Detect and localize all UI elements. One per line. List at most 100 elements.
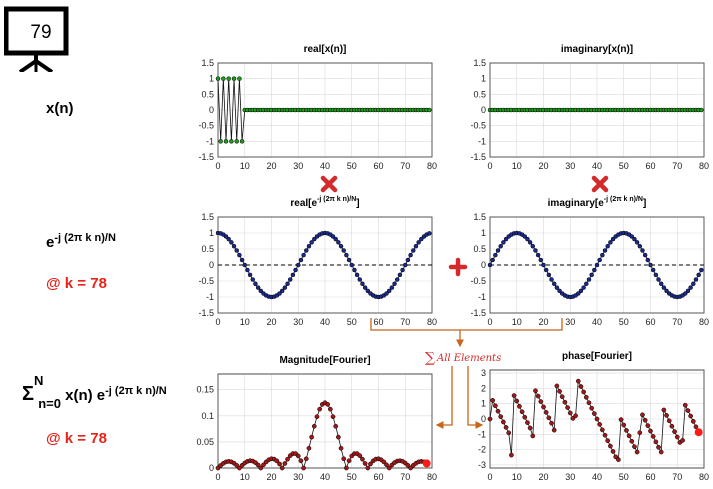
data-point: [239, 139, 245, 144]
data-point: [231, 243, 237, 249]
data-point: [672, 429, 677, 434]
x-tick-label: 30: [293, 472, 303, 482]
data-point: [664, 288, 669, 294]
y-tick-label: 0: [481, 260, 486, 270]
data-point: [699, 107, 704, 113]
data-point: [416, 240, 421, 245]
y-tick-label: 0.15: [196, 385, 214, 395]
data-point: [658, 281, 664, 287]
x-tick-label: 60: [373, 161, 383, 171]
y-tick-label: -3: [478, 460, 486, 470]
data-point: [546, 415, 552, 421]
data-point: [674, 434, 680, 440]
x-tick-label: 40: [320, 472, 330, 482]
x-tick-label: 30: [565, 161, 575, 171]
data-point: [336, 434, 341, 440]
data-point: [683, 291, 688, 296]
y-tick-label: 0.1: [201, 411, 214, 421]
data-point: [664, 413, 669, 418]
chart-title: real[x(n)]: [304, 44, 347, 55]
data-point: [597, 422, 603, 427]
data-point: [360, 281, 365, 287]
x-tick-label: 30: [293, 161, 303, 171]
data-point: [309, 434, 314, 440]
x-tick-label: 70: [400, 317, 410, 327]
data-point: [541, 404, 546, 410]
data-point: [616, 457, 621, 462]
data-point: [247, 272, 253, 278]
data-point: [594, 262, 600, 268]
data-point: [527, 425, 533, 431]
x-tick-label: 20: [266, 472, 276, 482]
highlighted-point: [694, 428, 703, 437]
data-point: [648, 262, 653, 268]
data-point: [362, 285, 368, 290]
data-point: [226, 76, 231, 81]
data-point: [506, 430, 512, 436]
data-point: [386, 465, 392, 471]
x-tick-label: 80: [699, 161, 709, 171]
data-point: [522, 414, 528, 420]
data-point: [557, 388, 562, 394]
data-point: [282, 285, 288, 290]
data-point: [645, 257, 651, 263]
chart-magnitude: 0 10 20 30 40 50 60 70 80 0.15 0.1 0.05 0 Magnitude[F…: [196, 355, 437, 482]
x-tick-label: 30: [293, 317, 303, 327]
plot-border: [217, 62, 433, 158]
x-tick-label: 40: [592, 161, 602, 171]
data-point: [495, 408, 501, 414]
data-point: [610, 236, 616, 242]
data-point: [389, 285, 395, 290]
x-tick-label: 70: [400, 472, 410, 482]
data-point: [349, 262, 354, 268]
data-point: [581, 285, 586, 290]
y-tick-label: 0: [209, 105, 214, 115]
data-point: [403, 262, 408, 268]
data-point: [514, 398, 520, 404]
data-point: [344, 252, 349, 258]
x-tick-label: 80: [699, 317, 709, 327]
x-tick-label: 30: [565, 472, 575, 482]
data-point: [223, 139, 229, 144]
data-point: [511, 393, 517, 398]
data-point: [258, 288, 264, 294]
data-point: [301, 252, 306, 258]
sum-lower-limit: n=0: [38, 396, 61, 411]
y-tick-label: -0.5: [198, 121, 214, 131]
x-tick-label: 10: [240, 472, 250, 482]
y-tick-label: 1: [481, 74, 486, 84]
data-point: [642, 417, 648, 423]
kernel-label-exponent: -j (2π k n)/N: [54, 232, 116, 244]
x-tick-label: 60: [645, 317, 655, 327]
data-point: [517, 404, 522, 409]
data-point: [661, 285, 667, 290]
y-tick-label: 3: [481, 368, 486, 378]
data-point: [578, 288, 584, 294]
data-point: [255, 285, 261, 290]
data-point: [344, 465, 349, 471]
data-point: [594, 416, 600, 422]
data-point: [581, 389, 586, 395]
chart-real-kernel: 0 10 20 30 40 50 60 70 80 1.5 1 0.5 0 -0.5 -1 -1.5 real[…: [198, 196, 437, 327]
data-point: [287, 277, 293, 282]
data-point: [578, 384, 584, 389]
data-point: [277, 461, 282, 467]
sum-all-elements-symbol: ∑: [425, 350, 435, 366]
data-point: [648, 428, 653, 434]
data-point: [567, 410, 573, 416]
data-point: [522, 234, 528, 239]
y-tick-label: -0.5: [470, 121, 486, 131]
data-point: [362, 461, 368, 466]
data-point: [231, 76, 237, 81]
x-tick-label: 50: [619, 317, 629, 327]
data-point: [341, 456, 347, 462]
data-point: [490, 398, 496, 403]
data-point: [565, 405, 570, 410]
y-tick-label: 1.5: [201, 212, 214, 222]
data-point: [338, 243, 344, 249]
x-tick-label: 50: [619, 161, 629, 171]
x-tick-label: 40: [320, 317, 330, 327]
data-point: [330, 234, 336, 239]
data-point: [242, 262, 247, 268]
data-point: [346, 458, 352, 464]
